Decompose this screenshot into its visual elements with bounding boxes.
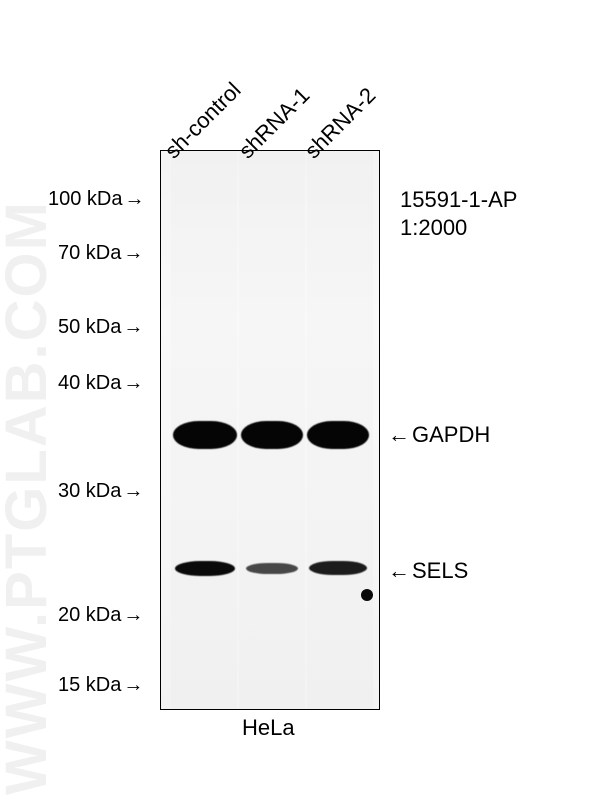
western-blot-image <box>160 150 380 710</box>
arrow-right-icon: → <box>123 674 143 697</box>
arrow-right-icon: → <box>125 188 145 211</box>
mw-marker-70: 70 kDa→ <box>58 242 143 265</box>
mw-marker-30: 30 kDa→ <box>58 480 143 503</box>
arrow-right-icon: → <box>123 604 143 627</box>
band-sels-lane1 <box>175 561 235 576</box>
protein-label-gapdh: ←GAPDH <box>388 422 490 448</box>
band-gapdh-lane2 <box>241 421 303 449</box>
mw-marker-50: 50 kDa→ <box>58 316 143 339</box>
figure-container: WWW.PTGLAB.COM sh-control shRNA-1 shRNA-… <box>0 0 600 800</box>
mw-text: 15 kDa <box>58 674 121 696</box>
antibody-id: 15591-1-AP <box>400 186 517 214</box>
antibody-dilution: 1:2000 <box>400 214 517 242</box>
mw-marker-40: 40 kDa→ <box>58 372 143 395</box>
arrow-right-icon: → <box>123 316 143 339</box>
band-sels-lane3 <box>309 561 367 575</box>
protein-name: GAPDH <box>412 422 490 447</box>
mw-text: 30 kDa <box>58 480 121 502</box>
artifact-spot <box>361 589 373 601</box>
cell-line-label: HeLa <box>242 715 295 741</box>
arrow-right-icon: → <box>123 242 143 265</box>
arrow-left-icon: ← <box>388 558 410 584</box>
band-gapdh-lane1 <box>173 421 237 449</box>
antibody-info: 15591-1-AP 1:2000 <box>400 186 517 241</box>
watermark-text: WWW.PTGLAB.COM <box>2 200 51 795</box>
mw-text: 100 kDa <box>48 188 123 210</box>
arrow-right-icon: → <box>123 480 143 503</box>
protein-label-sels: ←SELS <box>388 558 468 584</box>
arrow-left-icon: ← <box>388 422 410 448</box>
band-sels-lane2 <box>246 563 298 574</box>
mw-text: 40 kDa <box>58 372 121 394</box>
mw-marker-100: 100 kDa→ <box>48 188 145 211</box>
mw-marker-15: 15 kDa→ <box>58 674 143 697</box>
mw-text: 20 kDa <box>58 604 121 626</box>
band-gapdh-lane3 <box>307 421 369 449</box>
mw-text: 70 kDa <box>58 242 121 264</box>
mw-text: 50 kDa <box>58 316 121 338</box>
mw-marker-20: 20 kDa→ <box>58 604 143 627</box>
arrow-right-icon: → <box>123 372 143 395</box>
protein-name: SELS <box>412 558 468 583</box>
